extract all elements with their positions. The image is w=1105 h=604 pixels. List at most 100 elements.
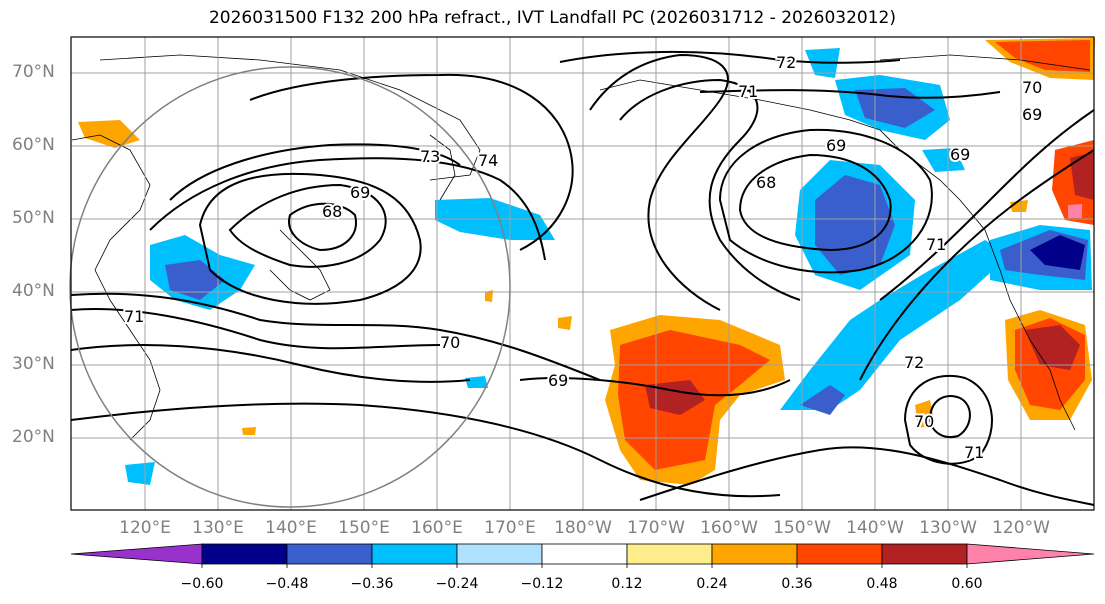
colorbar-extend-low [70,543,203,565]
lat-label: 40°N [12,281,55,301]
contour-70-mid [70,292,601,381]
refractivity-contours [70,50,1095,506]
contour-trough-2 [619,78,801,301]
pos-anomaly-small-5 [242,427,256,435]
contour-71-ring [903,374,993,465]
lon-label: 130°W [919,518,977,538]
colorbar-segment [881,543,968,565]
contour-label: 69 [350,183,370,202]
colorbar-tick-label: 0.48 [866,576,898,592]
colorbar-tick-label: −0.24 [435,576,479,592]
pos-anomaly-canada-peak [1068,204,1082,218]
neg-anomaly-small-2 [125,462,155,485]
lat-label: 60°N [12,135,55,155]
contour-label: 70 [914,412,934,431]
neg-anomaly-small-1 [465,376,488,388]
colorbar-segment [286,543,373,565]
contour-label: 69 [548,371,568,390]
colorbar-tick-label: 0.24 [696,576,728,592]
contour-69-mid [519,377,791,397]
colorbar-tick-label: 0.36 [781,576,813,592]
contour-72-north [559,50,901,64]
lon-label: 170°W [627,518,685,538]
pos-anomaly-small-2 [558,316,572,330]
contour-label: 72 [776,53,796,72]
colorbar-segment [371,543,458,565]
colorbar-tick-label: −0.48 [265,576,309,592]
contour-label: 73 [420,147,440,166]
pos-anomaly-california-core [1025,325,1080,370]
contour-label: 71 [124,307,144,326]
pos-anomaly-arctic-mid [995,40,1090,72]
lon-label: 170°E [484,518,536,538]
focus-circle [69,66,511,508]
lon-label: 150°W [773,518,831,538]
ivt-shading-layer [78,38,1095,485]
colorbar-tick-label: −0.12 [520,576,564,592]
contour-label: 74 [478,151,498,170]
lat-label: 20°N [12,427,55,447]
contour-70-north [249,73,574,251]
lon-label: 150°E [338,518,390,538]
contour-label: 71 [738,82,758,101]
contour-69-west [228,183,387,268]
colorbar-segment [711,543,798,565]
lon-label: 180°W [554,518,612,538]
contour-label: 70 [1022,78,1042,97]
contour-label: 71 [964,443,984,462]
coast-siberia [99,54,481,181]
contour-label: 70 [440,333,460,352]
contour-72-east [859,149,1095,381]
coast-kamchatka [429,134,456,201]
contour-label: 69 [826,136,846,155]
contour-label: 72 [904,353,924,372]
colorbar-tick-label: 0.60 [951,576,983,592]
neg-anomaly-small-3 [922,148,965,172]
colorbar [70,543,1095,568]
contour-68-east [738,153,892,252]
colorbar-extend-high [966,543,1095,565]
contour-trough-1 [589,53,729,311]
map-frame [70,36,1095,511]
pos-anomaly-small-3 [485,290,493,302]
neg-anomaly-nw-us-deep [1030,235,1085,270]
contour-71-east [879,109,1095,301]
lat-label: 50°N [12,208,55,228]
colorbar-segment [626,543,713,565]
coast-asia [71,134,161,441]
map-title: 2026031500 F132 200 hPa refract., IVT La… [208,8,896,28]
coast-japan [269,229,331,301]
contour-69-east [718,128,933,274]
pos-anomaly-canada-core [1070,152,1094,200]
lon-label: 120°E [119,518,171,538]
coast-north-america [959,199,1076,431]
contour-west-low [70,344,471,383]
lon-label: 160°E [411,518,463,538]
lat-label: 70°N [12,62,55,82]
lat-label: 30°N [12,354,55,374]
contour-se [639,446,1095,506]
lon-label: 140°W [846,518,904,538]
pos-anomaly-w-pacific [78,120,140,148]
contour-label: 69 [950,145,970,164]
contour-68-west [288,202,357,252]
lon-label: 160°W [700,518,758,538]
contour-label: 68 [756,173,776,192]
contour-label: 69 [1022,105,1042,124]
colorbar-tick-label: −0.60 [180,576,224,592]
contour-labels: 72 71 70 69 73 74 69 68 69 68 71 72 70 6… [122,51,1044,464]
colorbar-segment [456,543,543,565]
contour-73 [169,143,461,201]
colorbar-tick-label: −0.36 [350,576,394,592]
lon-label: 140°E [265,518,317,538]
contour-label: 71 [926,235,946,254]
contour-label: 68 [322,202,342,221]
colorbar-segment [201,543,288,565]
neg-anomaly-band-core [800,385,845,415]
coast-canada-arctic [879,54,1091,71]
colorbar-segment [541,543,628,565]
lon-label: 120°W [992,518,1050,538]
lon-label: 130°E [192,518,244,538]
contour-71-mid [70,308,441,350]
